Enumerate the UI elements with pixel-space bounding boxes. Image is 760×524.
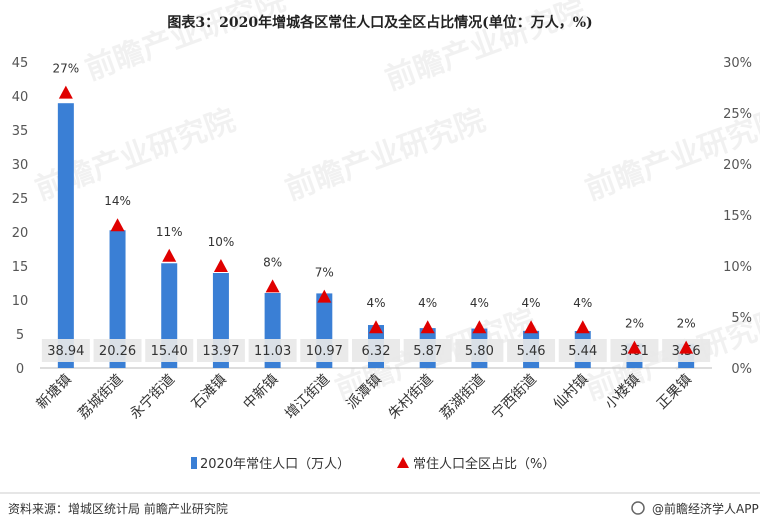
legend-bar-swatch — [191, 457, 197, 469]
y-left-tick-label: 5 — [16, 328, 24, 343]
source-note: 资料来源：增城区统计局 前瞻产业研究院 — [8, 501, 228, 516]
marker — [369, 320, 383, 334]
y-left-tick-label: 15 — [12, 260, 29, 275]
value-label-bg — [196, 339, 245, 362]
percent-label: 11% — [156, 225, 183, 239]
value-label-bg — [300, 339, 349, 362]
category-label: 中新镇 — [240, 372, 281, 413]
marker — [213, 259, 228, 272]
marker-series — [58, 85, 694, 354]
y-right-tick-label: 20% — [723, 158, 752, 173]
y-left-tick-label: 0 — [16, 362, 24, 377]
value-label: 38.94 — [47, 344, 84, 359]
category-label: 荔湖街道 — [437, 372, 488, 423]
watermark-text: 前瞻产业研究院 — [281, 103, 490, 208]
percent-label: 4% — [522, 296, 541, 310]
percent-label: 7% — [315, 266, 334, 280]
y-right-tick-label: 15% — [723, 209, 752, 224]
value-label-bg — [455, 339, 504, 362]
marker — [420, 320, 435, 334]
percent-label-group: 27% 14% 11% 10% 8% 7% 4% 4% 4% 4% 4% 2% 2% — [53, 62, 696, 331]
value-label: 11.03 — [254, 344, 291, 359]
y-left-tick-label: 10 — [12, 294, 29, 309]
marker — [524, 320, 539, 334]
value-label-bg — [41, 339, 90, 362]
marker — [575, 320, 590, 334]
marker — [679, 340, 694, 354]
percent-label: 14% — [104, 194, 131, 208]
y-left-tick-label: 40 — [12, 90, 29, 105]
y-right-tick-label: 10% — [723, 260, 752, 275]
value-label-bg — [352, 339, 400, 362]
marker — [110, 218, 125, 232]
value-label: 5.44 — [568, 344, 597, 359]
category-label: 增江街道 — [282, 372, 333, 423]
value-label: 6.32 — [362, 344, 391, 359]
percent-label: 8% — [263, 255, 282, 269]
bar — [57, 103, 74, 368]
brand-label: @前瞻经济学人APP — [652, 501, 759, 516]
bar — [109, 230, 126, 368]
y-left-tick-label: 45 — [12, 56, 29, 71]
y-left-tick-label: 25 — [12, 192, 29, 207]
value-label-bg — [248, 339, 297, 362]
marker — [58, 85, 73, 99]
y-right-tick-label: 30% — [723, 56, 752, 71]
percent-label: 4% — [366, 296, 385, 310]
marker — [162, 248, 177, 262]
marker — [627, 340, 642, 354]
category-label: 荔城街道 — [75, 372, 126, 423]
category-label: 宁西街道 — [488, 371, 540, 423]
value-label: 20.26 — [99, 344, 136, 359]
value-label-bg — [93, 339, 142, 362]
y-left-tick-label: 30 — [12, 158, 29, 173]
percent-label: 2% — [677, 317, 696, 331]
percent-label: 27% — [53, 62, 80, 76]
percent-label: 4% — [418, 296, 437, 310]
category-label: 石滩镇 — [189, 372, 230, 413]
percent-label: 10% — [208, 235, 235, 249]
marker — [317, 289, 332, 303]
y-right-tick-label: 25% — [723, 107, 752, 122]
value-label-bg — [558, 339, 607, 362]
watermark-text: 前瞻产业研究院 — [81, 0, 290, 88]
y-axis-left: 0 5 10 15 20 25 30 35 40 45 — [12, 56, 29, 377]
percent-label: 4% — [573, 296, 592, 310]
legend-bar-label: 2020年常住人口（万人） — [200, 457, 350, 472]
value-label: 5.46 — [517, 344, 546, 359]
y-axis-right: 0% 5% 10% 15% 20% 25% 30% — [723, 56, 752, 377]
value-label: 5.87 — [413, 344, 442, 359]
value-label-bg — [145, 339, 194, 362]
value-label: 13.97 — [202, 344, 239, 359]
legend-marker-label: 常住人口全区占比（%） — [413, 456, 555, 472]
legend-marker-swatch — [397, 457, 409, 468]
value-label: 15.40 — [151, 344, 188, 359]
legend: 2020年常住人口（万人） 常住人口全区占比（%） — [191, 456, 555, 472]
y-left-tick-label: 20 — [12, 226, 29, 241]
category-label: 新塘镇 — [34, 372, 75, 413]
value-label-group: 38.94 20.26 15.40 13.97 11.03 10.97 6.32 5.87 5.… — [41, 339, 711, 362]
marker — [265, 279, 280, 293]
y-right-tick-label: 5% — [731, 311, 752, 326]
category-label: 仙村镇 — [551, 372, 592, 413]
value-label: 5.80 — [465, 344, 494, 359]
y-left-tick-label: 35 — [12, 124, 29, 139]
brand-mark: @前瞻经济学人APP — [631, 501, 759, 516]
brand-logo-icon — [631, 501, 645, 515]
marker — [472, 320, 487, 334]
value-label: 10.97 — [306, 344, 343, 359]
percent-label: 2% — [625, 317, 644, 331]
value-label-bg — [507, 339, 556, 362]
chart-title: 图表3：2020年增城各区常住人口及全区占比情况(单位：万人，%) — [167, 14, 592, 31]
category-label: 永宁街道 — [126, 371, 178, 423]
percent-label: 4% — [470, 296, 489, 310]
value-label-bg — [403, 339, 452, 362]
y-right-tick-label: 0% — [731, 362, 752, 377]
